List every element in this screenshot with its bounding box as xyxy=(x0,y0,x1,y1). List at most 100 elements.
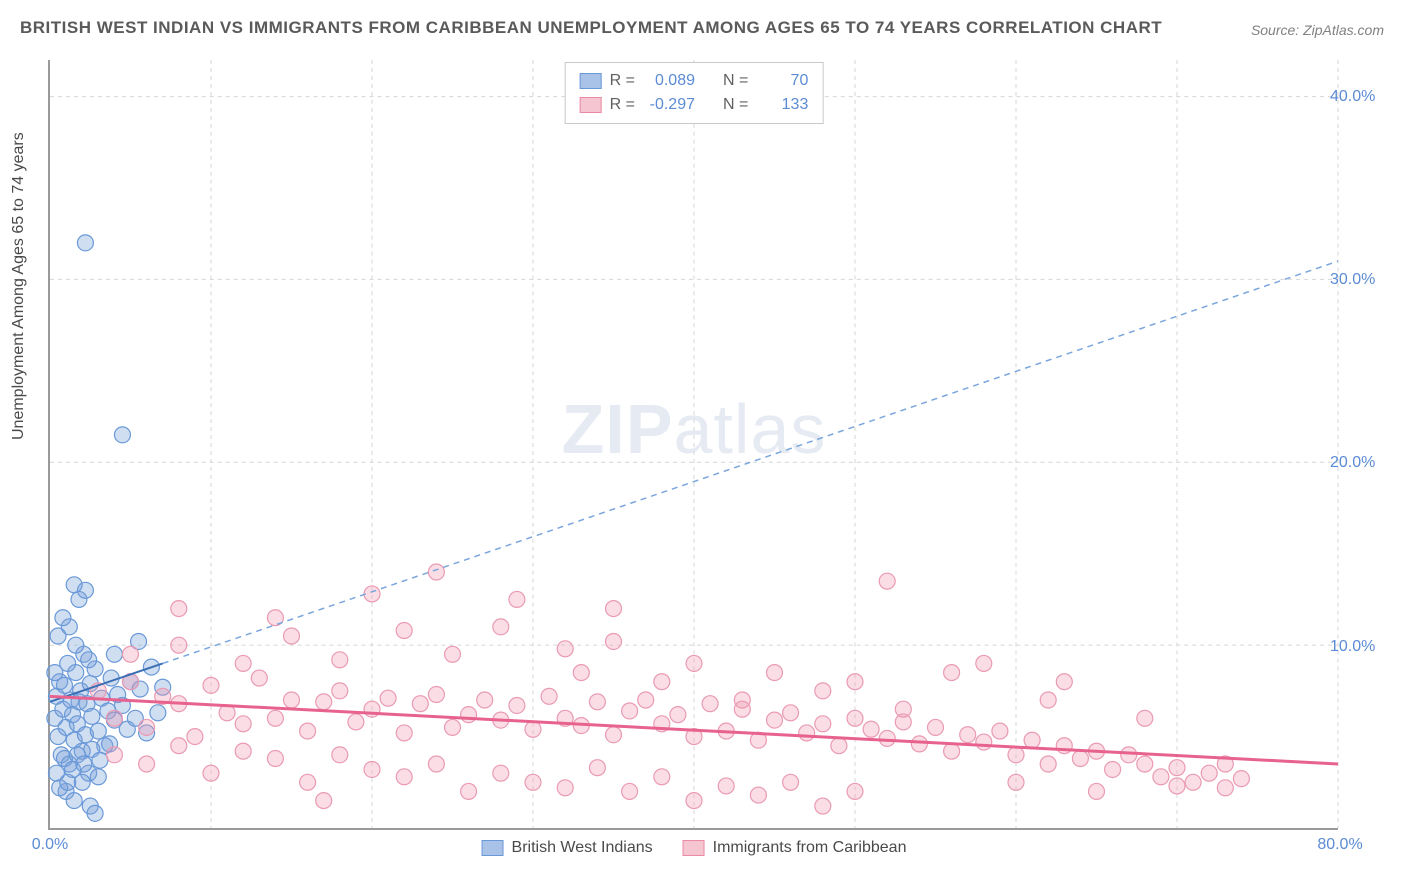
scatter-point-series-1 xyxy=(235,743,251,759)
scatter-point-series-1 xyxy=(815,798,831,814)
stats-legend: R = 0.089 N = 70 R = -0.297 N = 133 xyxy=(565,62,824,124)
scatter-point-series-1 xyxy=(799,725,815,741)
scatter-point-series-1 xyxy=(235,716,251,732)
scatter-point-series-1 xyxy=(396,623,412,639)
chart-title: BRITISH WEST INDIAN VS IMMIGRANTS FROM C… xyxy=(20,18,1162,38)
legend-item-series-0: British West Indians xyxy=(482,839,653,857)
scatter-point-series-1 xyxy=(1072,751,1088,767)
scatter-point-series-1 xyxy=(847,783,863,799)
scatter-point-series-1 xyxy=(944,743,960,759)
scatter-point-series-1 xyxy=(1185,774,1201,790)
x-tick-label: 80.0% xyxy=(1317,836,1362,854)
scatter-point-series-1 xyxy=(1008,747,1024,763)
scatter-point-series-1 xyxy=(1169,760,1185,776)
scatter-point-series-1 xyxy=(364,586,380,602)
scatter-point-series-1 xyxy=(541,688,557,704)
scatter-point-series-1 xyxy=(606,601,622,617)
scatter-point-series-1 xyxy=(171,637,187,653)
scatter-point-series-0 xyxy=(106,646,122,662)
scatter-point-series-1 xyxy=(396,769,412,785)
scatter-point-series-1 xyxy=(412,696,428,712)
scatter-point-series-1 xyxy=(1008,774,1024,790)
scatter-point-series-1 xyxy=(1233,771,1249,787)
scatter-point-series-1 xyxy=(203,765,219,781)
scatter-point-series-1 xyxy=(1217,780,1233,796)
scatter-point-series-0 xyxy=(150,705,166,721)
scatter-point-series-1 xyxy=(187,729,203,745)
scatter-point-series-1 xyxy=(879,573,895,589)
scatter-point-series-1 xyxy=(992,723,1008,739)
scatter-point-series-1 xyxy=(928,719,944,735)
scatter-point-series-1 xyxy=(895,701,911,717)
scatter-point-series-1 xyxy=(445,646,461,662)
scatter-point-series-1 xyxy=(1040,756,1056,772)
scatter-point-series-1 xyxy=(863,721,879,737)
legend-item-series-1: Immigrants from Caribbean xyxy=(683,839,907,857)
scatter-point-series-1 xyxy=(461,783,477,799)
plot-area: ZIPatlas 10.0%20.0%30.0%40.0%0.0%80.0% R… xyxy=(48,60,1338,830)
scatter-point-series-1 xyxy=(879,730,895,746)
stats-row-series-0: R = 0.089 N = 70 xyxy=(580,69,809,93)
scatter-point-series-1 xyxy=(493,765,509,781)
scatter-point-series-1 xyxy=(944,665,960,681)
scatter-point-series-1 xyxy=(123,646,139,662)
scatter-point-series-1 xyxy=(557,780,573,796)
scatter-point-series-1 xyxy=(831,738,847,754)
scatter-point-series-1 xyxy=(300,774,316,790)
scatter-point-series-1 xyxy=(461,707,477,723)
scatter-point-series-0 xyxy=(55,610,71,626)
scatter-point-series-1 xyxy=(638,692,654,708)
scatter-point-series-1 xyxy=(364,762,380,778)
x-tick-label: 0.0% xyxy=(32,836,68,854)
scatter-point-series-1 xyxy=(767,712,783,728)
scatter-point-series-1 xyxy=(300,723,316,739)
r-label: R = xyxy=(610,72,635,90)
scatter-point-series-1 xyxy=(622,783,638,799)
scatter-point-series-1 xyxy=(348,714,364,730)
scatter-point-series-1 xyxy=(1024,732,1040,748)
scatter-point-series-1 xyxy=(557,641,573,657)
scatter-point-series-1 xyxy=(171,738,187,754)
scatter-point-series-1 xyxy=(171,601,187,617)
scatter-point-series-1 xyxy=(847,710,863,726)
scatter-point-series-1 xyxy=(1137,756,1153,772)
scatter-point-series-1 xyxy=(396,725,412,741)
scatter-point-series-1 xyxy=(750,787,766,803)
scatter-point-series-1 xyxy=(767,665,783,681)
series-legend: British West Indians Immigrants from Car… xyxy=(482,839,907,857)
scatter-point-series-1 xyxy=(428,564,444,580)
scatter-point-series-1 xyxy=(815,716,831,732)
scatter-point-series-1 xyxy=(477,692,493,708)
scatter-point-series-0 xyxy=(77,235,93,251)
scatter-point-series-1 xyxy=(284,628,300,644)
r-value-series-0: 0.089 xyxy=(643,72,695,90)
scatter-point-series-1 xyxy=(911,736,927,752)
scatter-point-series-1 xyxy=(1056,674,1072,690)
scatter-point-series-1 xyxy=(960,727,976,743)
y-tick-label: 10.0% xyxy=(1330,638,1375,656)
scatter-point-series-1 xyxy=(1105,762,1121,778)
scatter-point-series-1 xyxy=(203,677,219,693)
scatter-point-series-1 xyxy=(654,674,670,690)
scatter-point-series-0 xyxy=(76,756,92,772)
scatter-point-series-1 xyxy=(267,751,283,767)
scatter-point-series-1 xyxy=(622,703,638,719)
scatter-point-series-1 xyxy=(783,774,799,790)
scatter-point-series-1 xyxy=(783,705,799,721)
source-attribution: Source: ZipAtlas.com xyxy=(1251,22,1384,38)
scatter-point-series-1 xyxy=(702,696,718,712)
scatter-point-series-1 xyxy=(847,674,863,690)
scatter-point-series-1 xyxy=(106,710,122,726)
scatter-point-series-1 xyxy=(251,670,267,686)
scatter-point-series-1 xyxy=(139,719,155,735)
scatter-point-series-1 xyxy=(976,655,992,671)
scatter-point-series-0 xyxy=(87,805,103,821)
scatter-point-series-1 xyxy=(718,778,734,794)
swatch-series-0-bottom xyxy=(482,840,504,856)
scatter-point-series-1 xyxy=(235,655,251,671)
scatter-point-series-1 xyxy=(493,619,509,635)
scatter-point-series-1 xyxy=(1089,783,1105,799)
scatter-point-series-1 xyxy=(1169,778,1185,794)
scatter-point-series-1 xyxy=(267,710,283,726)
scatter-point-series-0 xyxy=(47,665,63,681)
